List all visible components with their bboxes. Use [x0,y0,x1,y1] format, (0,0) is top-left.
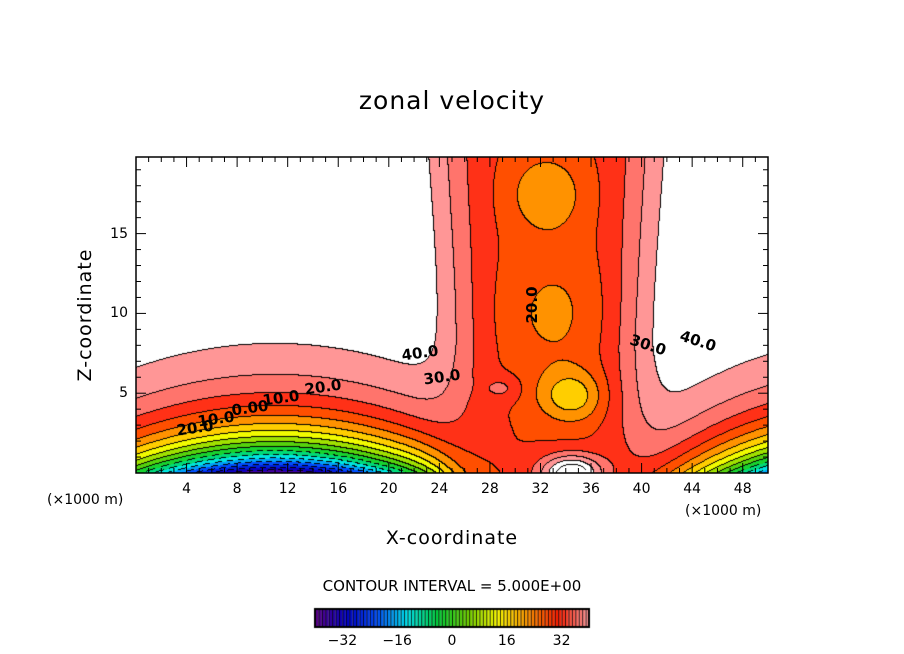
x-tick-label: 16 [329,481,348,497]
x-unit-left: (×1000 m) [47,492,124,508]
x-tick-label: 28 [480,481,499,497]
x-tick-label: 36 [582,481,600,497]
x-tick-label: 8 [232,481,242,497]
colorbar [314,608,590,628]
x-tick-label: 48 [733,481,752,497]
y-tick-label: 10 [110,305,128,322]
contour-interval-text: CONTOUR INTERVAL = 5.000E+00 [322,577,582,595]
contour-label: 20.0 [522,286,541,324]
colorbar-tick-label: −16 [382,633,412,649]
y-axis-label: Z-coordinate [74,248,96,382]
colorbar-tick-label: 16 [497,633,516,649]
colorbar-tick-label: 0 [447,633,457,649]
x-tick-label: 32 [531,481,550,497]
x-tick-label: 40 [632,481,651,497]
x-tick-label: 24 [430,481,449,497]
y-tick-label: 5 [119,385,128,402]
x-tick-label: 12 [278,481,297,497]
x-tick-label: 44 [683,481,702,497]
x-tick-label: 20 [379,481,398,497]
x-unit-right: (×1000 m) [685,503,762,519]
x-axis-label: X-coordinate [385,527,519,549]
colorbar-tick-label: −32 [327,633,358,649]
y-tick-label: 15 [110,225,128,242]
colorbar-tick-label: 32 [552,633,571,649]
chart-title: zonal velocity [358,86,546,115]
x-tick-label: 4 [182,481,192,497]
